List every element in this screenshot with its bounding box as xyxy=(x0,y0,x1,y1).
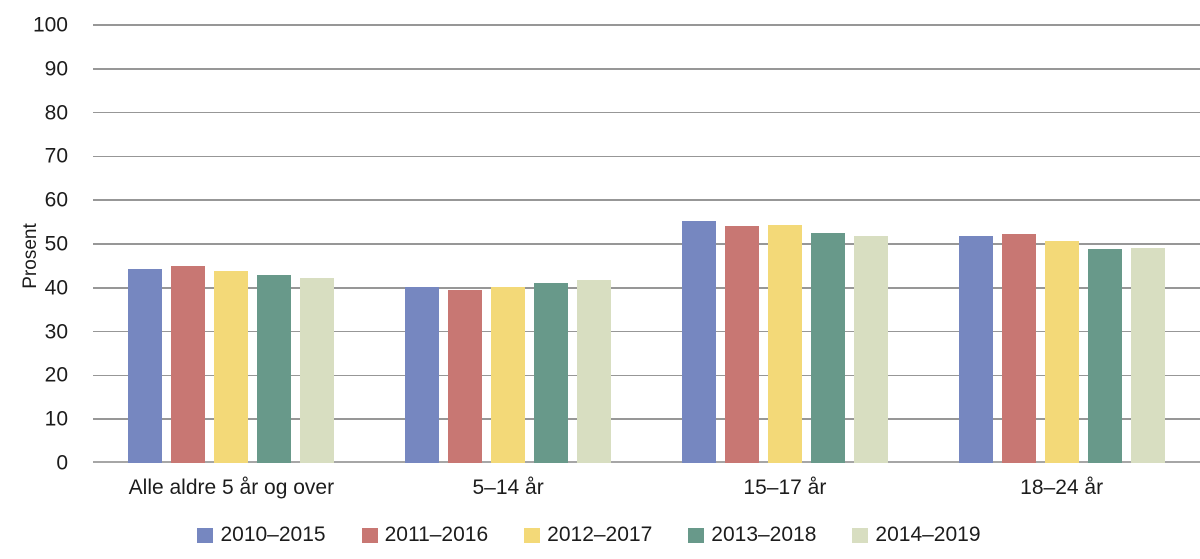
bar-group xyxy=(647,25,924,463)
y-tick-label: 20 xyxy=(44,363,68,387)
bar-group xyxy=(923,25,1200,463)
y-tick-label: 50 xyxy=(44,232,68,256)
bar xyxy=(214,270,249,463)
bar xyxy=(853,236,888,463)
y-tick-label: 70 xyxy=(44,144,68,168)
x-category-label: 18–24 år xyxy=(1020,476,1104,499)
gridline xyxy=(93,374,1200,377)
bar xyxy=(128,268,163,463)
bar-group xyxy=(370,25,647,463)
x-category-label: 5–14 år xyxy=(472,476,544,499)
bar xyxy=(577,280,612,463)
bar xyxy=(1001,233,1036,463)
legend-swatch xyxy=(852,527,869,543)
gridline xyxy=(93,24,1200,26)
gridline xyxy=(93,287,1200,289)
plot-area xyxy=(93,24,1200,463)
bar xyxy=(958,235,993,463)
legend-label: 2011–2016 xyxy=(384,523,489,546)
bar xyxy=(1130,248,1165,463)
y-tick-label: 80 xyxy=(44,101,68,125)
y-tick-label: 90 xyxy=(44,57,68,81)
bar xyxy=(1087,249,1122,463)
bar xyxy=(448,289,483,463)
y-tick-label: 40 xyxy=(44,276,68,300)
legend-label: 2013–2018 xyxy=(711,523,817,546)
gridline xyxy=(93,330,1200,333)
legend: 2010–2015 2011–2016 2012–2017 2013–2018 2014… xyxy=(0,523,1189,547)
legend-label: 2014–2019 xyxy=(875,523,981,546)
legend-item: 2010–2015 xyxy=(197,523,326,547)
gridline xyxy=(93,155,1200,158)
x-axis-category-labels: Alle aldre 5 år og over 5–14 år 15–17 år 18… xyxy=(93,476,1200,500)
legend-swatch xyxy=(524,527,541,543)
gridline xyxy=(93,68,1200,70)
legend-swatch xyxy=(688,527,705,543)
legend-swatch xyxy=(361,527,378,543)
legend-item: 2014–2019 xyxy=(852,523,981,547)
y-tick-label: 30 xyxy=(44,320,68,344)
y-axis-tick-labels: 0 10 20 30 40 50 60 70 80 90 100 xyxy=(0,15,68,474)
y-tick-label: 100 xyxy=(32,13,68,37)
legend-label: 2010–2015 xyxy=(220,523,326,546)
legend-item: 2011–2016 xyxy=(361,523,489,547)
bar xyxy=(300,277,335,463)
legend-item: 2012–2017 xyxy=(524,523,652,547)
x-category-label: Alle aldre 5 år og over xyxy=(128,476,335,499)
bar xyxy=(171,266,206,463)
legend-item: 2013–2018 xyxy=(688,523,816,547)
bar xyxy=(681,221,716,463)
y-tick-label: 0 xyxy=(56,451,68,475)
x-axis-baseline xyxy=(93,461,1200,463)
bar xyxy=(534,283,569,463)
bar xyxy=(405,287,440,463)
y-tick-label: 60 xyxy=(44,188,68,212)
legend-label: 2012–2017 xyxy=(547,523,653,546)
legend-swatch xyxy=(197,527,214,543)
bar-group xyxy=(93,25,370,463)
gridline xyxy=(93,199,1200,201)
x-category-label: 15–17 år xyxy=(743,476,827,499)
bar xyxy=(257,275,292,463)
bar xyxy=(724,226,759,463)
bar xyxy=(1044,240,1079,463)
gridline xyxy=(93,111,1200,114)
bar-groups xyxy=(93,25,1200,463)
y-tick-label: 10 xyxy=(44,407,68,431)
gridline xyxy=(93,243,1200,245)
bar xyxy=(491,286,526,463)
bar xyxy=(767,224,802,463)
bar xyxy=(810,233,845,463)
gridline xyxy=(93,418,1200,420)
